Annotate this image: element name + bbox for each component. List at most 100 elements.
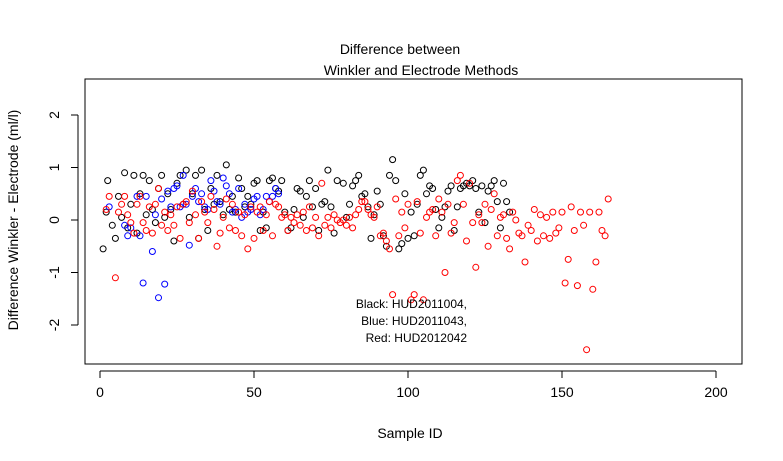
data-points	[99, 156, 612, 354]
data-point	[429, 185, 437, 192]
data-point	[361, 198, 369, 206]
data-point	[238, 232, 246, 240]
y-tick-label: -2	[46, 319, 62, 332]
data-point	[192, 171, 199, 179]
data-point	[404, 200, 412, 208]
data-point	[204, 219, 212, 227]
data-point	[333, 177, 341, 185]
data-point	[367, 234, 375, 242]
data-point	[503, 234, 511, 242]
data-point	[142, 192, 150, 200]
data-point	[432, 232, 440, 240]
data-point	[269, 192, 276, 200]
data-point	[570, 227, 578, 234]
data-point	[155, 185, 162, 192]
data-point	[253, 192, 261, 200]
data-point	[604, 195, 612, 203]
data-point	[173, 182, 181, 190]
data-point	[478, 219, 486, 227]
data-point	[102, 208, 110, 216]
data-point	[364, 203, 372, 211]
data-point	[392, 195, 400, 203]
data-point	[395, 232, 403, 240]
data-point	[342, 221, 350, 229]
data-point	[195, 198, 203, 206]
legend-annotation: Black: HUD2011004, Blue: HUD2011043, Red: …	[356, 297, 467, 345]
data-point	[373, 187, 381, 195]
data-point	[130, 229, 138, 237]
data-point	[241, 211, 249, 219]
data-point	[472, 263, 480, 271]
data-point	[453, 177, 461, 185]
data-point	[435, 195, 443, 203]
y-tick-label: 2	[46, 111, 62, 119]
data-point	[475, 211, 483, 219]
y-axis: -2 -1 0 1 2	[46, 111, 79, 332]
data-point	[309, 224, 316, 232]
data-point	[463, 237, 470, 245]
data-point	[398, 240, 406, 248]
data-point	[573, 282, 581, 290]
data-point	[413, 198, 421, 206]
y-tick-label: 1	[46, 163, 62, 171]
data-point	[487, 206, 495, 213]
data-point	[552, 229, 560, 237]
data-point	[259, 227, 267, 234]
data-point	[456, 171, 464, 179]
data-point	[435, 224, 443, 232]
data-point	[598, 227, 606, 234]
data-point	[346, 213, 353, 221]
data-point	[398, 208, 406, 216]
data-point	[518, 232, 526, 240]
data-point	[512, 216, 520, 224]
data-point	[161, 213, 169, 221]
data-point	[349, 182, 357, 190]
data-point	[407, 208, 415, 216]
data-point	[601, 232, 609, 240]
data-point	[164, 227, 172, 234]
data-point	[484, 242, 492, 250]
legend-line: Red: HUD2012042	[366, 331, 468, 345]
data-point	[201, 208, 209, 216]
data-point	[256, 227, 264, 234]
data-point	[210, 187, 218, 195]
data-point	[419, 166, 427, 174]
data-point	[509, 208, 517, 216]
data-point	[176, 234, 184, 242]
data-point	[296, 187, 304, 195]
data-point	[423, 213, 430, 221]
data-point	[441, 269, 449, 276]
data-point	[238, 185, 246, 192]
data-point	[416, 171, 424, 179]
data-point	[151, 219, 159, 227]
data-point	[410, 232, 418, 240]
data-point	[136, 232, 144, 240]
data-point	[401, 224, 409, 232]
x-tick-label: 150	[550, 384, 574, 400]
data-point	[133, 192, 141, 200]
data-point	[315, 227, 323, 234]
data-point	[321, 221, 329, 229]
data-point	[595, 208, 603, 216]
data-point	[315, 232, 323, 240]
data-point	[524, 221, 532, 229]
data-point	[379, 229, 387, 237]
data-point	[386, 171, 393, 179]
data-point	[561, 279, 569, 287]
data-point	[432, 206, 440, 213]
data-point	[213, 242, 221, 250]
data-point	[170, 221, 178, 229]
data-point	[592, 258, 600, 266]
data-point	[466, 182, 474, 190]
data-point	[429, 206, 437, 213]
data-point	[530, 206, 538, 213]
data-point	[269, 174, 276, 182]
data-point	[299, 208, 307, 216]
data-point	[176, 171, 184, 179]
data-point	[145, 203, 153, 211]
data-point	[549, 208, 557, 216]
data-point	[346, 200, 353, 208]
data-point	[478, 182, 486, 190]
data-point	[278, 177, 286, 185]
data-point	[564, 255, 572, 263]
